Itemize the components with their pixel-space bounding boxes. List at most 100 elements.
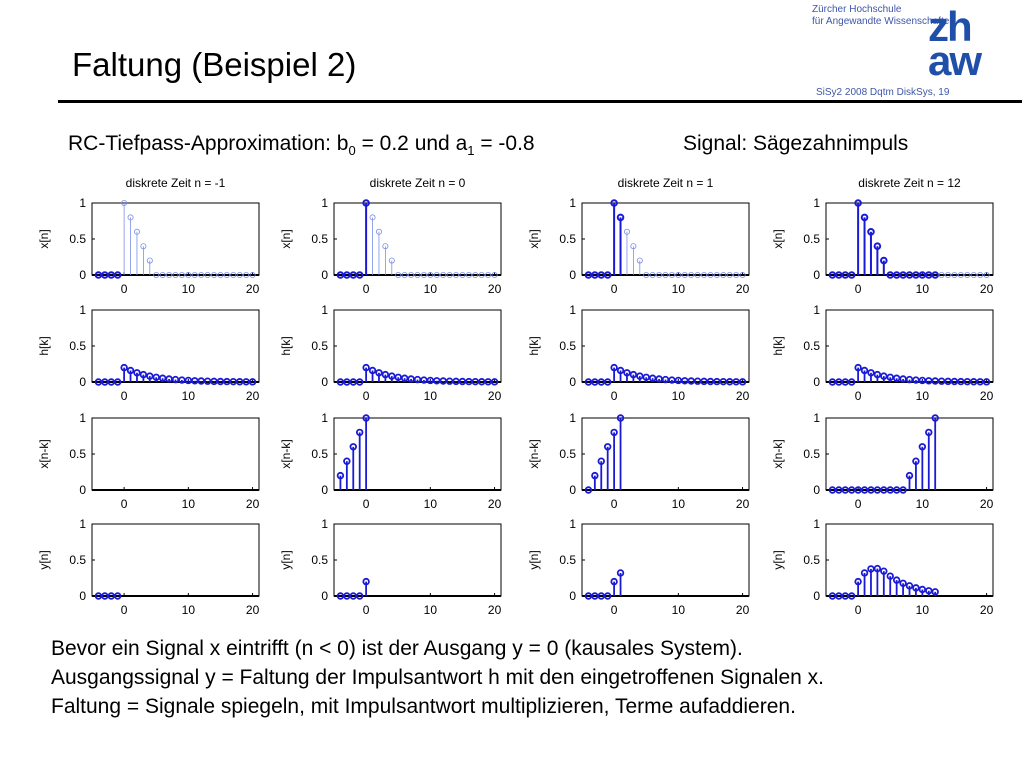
y-tick-label: 0 — [569, 589, 576, 603]
y-tick-label: 0 — [321, 268, 328, 282]
h-point-marker — [120, 363, 128, 372]
row-label: x[n-k] — [37, 439, 51, 468]
x-point-marker — [739, 271, 746, 278]
x-point-marker — [472, 271, 479, 278]
note-line-2: Ausgangssignal y = Faltung der Impulsant… — [51, 666, 825, 689]
h-point-marker — [847, 378, 856, 386]
x-point-marker — [668, 271, 675, 278]
y-tick-label: 1 — [321, 517, 328, 531]
x-tick-label: 0 — [855, 282, 862, 296]
x-tick-label: 10 — [916, 389, 930, 403]
axes-box — [581, 309, 750, 383]
subplot-r2-c2: 00.510 10 20x[n-k] — [527, 411, 750, 511]
x-point-marker — [127, 214, 134, 221]
y-tick-label: 1 — [79, 196, 86, 210]
x-point-marker — [478, 271, 485, 278]
axes-box — [825, 523, 994, 597]
subtitle-middle: = 0.2 und a — [355, 132, 468, 155]
h-point-marker — [400, 374, 409, 382]
xnk-point-marker — [591, 471, 599, 480]
h-point-marker — [642, 373, 650, 381]
subplot-r1-c0: 00.510 10 20h[k] — [37, 303, 260, 403]
y-point-marker — [899, 579, 907, 587]
x-point-marker — [726, 271, 733, 278]
y-point-marker — [918, 585, 927, 594]
x-point-marker — [636, 257, 643, 264]
subplot-r1-c1: 00.510 10 20h[k] — [279, 303, 502, 403]
subplot-r2-c3: 00.510 10 20x[n-k] — [771, 411, 994, 511]
y-tick-label: 0.5 — [69, 339, 86, 353]
h-point-marker — [892, 374, 901, 382]
row-label: x[n-k] — [527, 439, 541, 468]
slide-title: Faltung (Beispiel 2) — [72, 46, 357, 83]
h-point-marker — [610, 363, 618, 372]
x-point-marker — [713, 271, 720, 278]
y-tick-label: 0.5 — [69, 447, 86, 461]
xnk-point-marker — [905, 471, 914, 480]
y-point-marker — [362, 577, 370, 586]
x-tick-label: 0 — [611, 603, 618, 617]
x-tick-label: 0 — [363, 389, 370, 403]
logo-line-2: aw — [928, 37, 982, 84]
x-point-marker — [603, 271, 612, 279]
x-tick-label: 0 — [363, 282, 370, 296]
x-point-marker — [414, 271, 421, 278]
x-tick-label: 10 — [424, 497, 438, 511]
x-point-marker — [382, 243, 389, 250]
y-point-marker — [931, 588, 939, 596]
row-label: y[n] — [527, 550, 541, 569]
row-label: x[n-k] — [279, 439, 293, 468]
y-tick-label: 1 — [569, 411, 576, 425]
x-point-marker — [159, 271, 166, 278]
x-point-marker — [433, 271, 440, 278]
x-point-marker — [970, 271, 977, 278]
y-tick-label: 1 — [813, 196, 820, 210]
x-point-marker — [217, 271, 224, 278]
y-tick-label: 0.5 — [311, 232, 328, 246]
h-point-marker — [982, 378, 991, 386]
x-point-marker — [388, 257, 395, 264]
x-point-marker — [427, 271, 434, 278]
y-tick-label: 1 — [569, 303, 576, 317]
h-point-marker — [394, 373, 402, 381]
x-point-marker — [191, 271, 198, 278]
y-point-marker — [873, 564, 882, 573]
row-label: x[n] — [37, 229, 51, 248]
y-tick-label: 0 — [321, 375, 328, 389]
x-tick-label: 20 — [980, 603, 994, 617]
x-point-marker — [938, 271, 945, 278]
h-point-marker — [158, 374, 167, 382]
signal-label: Signal: Sägezahnimpuls — [683, 132, 909, 155]
x-point-marker — [230, 271, 237, 278]
x-point-marker — [630, 243, 637, 250]
h-point-marker — [880, 372, 888, 380]
row-label: y[n] — [37, 550, 51, 569]
x-point-marker — [847, 271, 856, 279]
note-line-3: Faltung = Signale spiegeln, mit Impulsan… — [51, 695, 796, 718]
y-point-marker — [912, 584, 920, 592]
x-tick-label: 0 — [363, 603, 370, 617]
column-title-2: diskrete Zeit n = 1 — [618, 176, 714, 190]
y-point-marker — [610, 577, 618, 586]
subplot-r0-c3: 00.510 10 20x[n] — [771, 196, 994, 296]
x-point-marker — [211, 271, 218, 278]
x-tick-label: 20 — [736, 389, 750, 403]
x-point-marker — [957, 271, 964, 278]
x-point-marker — [166, 271, 173, 278]
y-point-marker — [603, 592, 612, 600]
x-point-marker — [121, 199, 128, 206]
x-point-marker — [408, 271, 415, 278]
row-label: h[k] — [37, 336, 51, 355]
x-tick-label: 20 — [488, 389, 502, 403]
h-point-marker — [860, 366, 869, 375]
x-point-marker — [485, 271, 492, 278]
y-tick-label: 0 — [569, 268, 576, 282]
x-tick-label: 10 — [672, 389, 686, 403]
y-point-marker — [880, 567, 888, 575]
h-point-marker — [388, 372, 396, 380]
x-tick-label: 20 — [736, 497, 750, 511]
x-tick-label: 20 — [980, 282, 994, 296]
x-tick-label: 0 — [121, 282, 128, 296]
x-tick-label: 20 — [246, 389, 260, 403]
x-tick-label: 0 — [121, 389, 128, 403]
